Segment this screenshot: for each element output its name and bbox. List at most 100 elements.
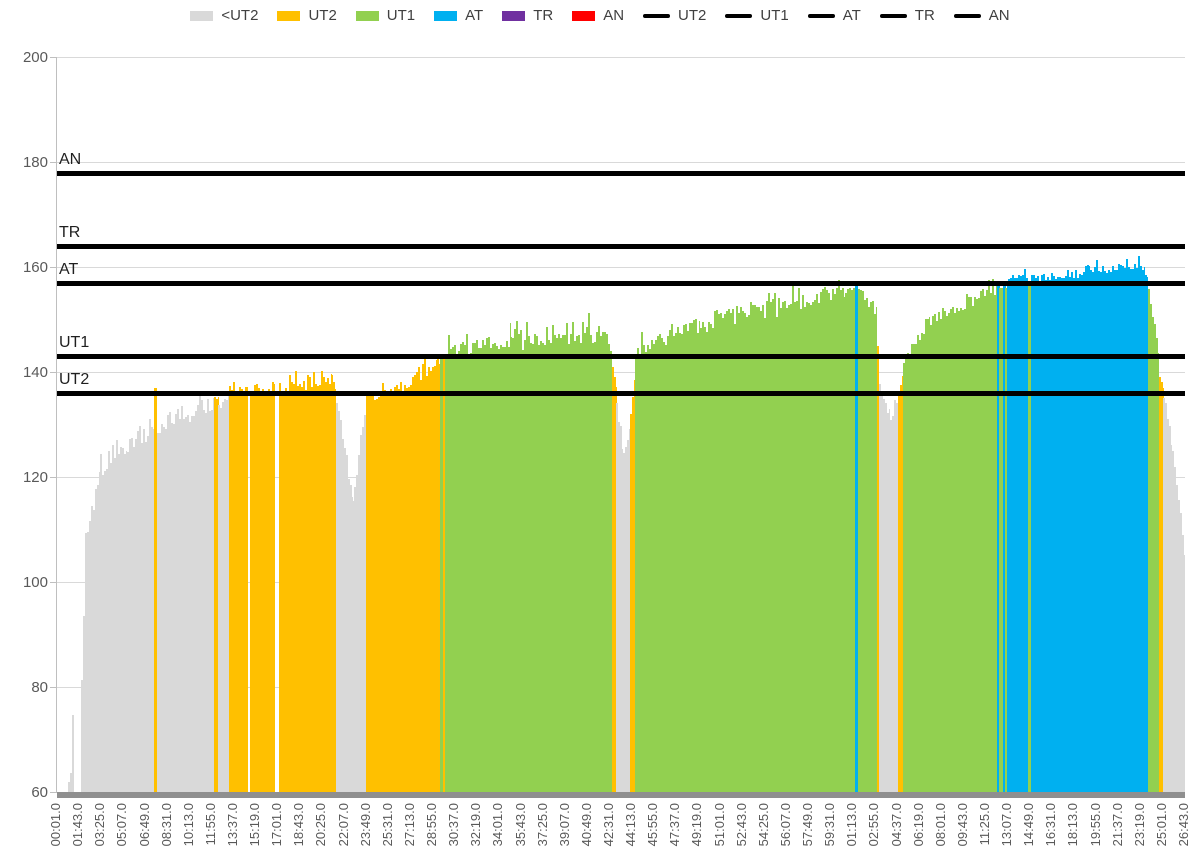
hr-bar bbox=[976, 299, 978, 792]
hr-bar bbox=[1145, 274, 1147, 792]
hr-bar bbox=[816, 294, 818, 792]
hr-bar bbox=[1169, 425, 1171, 792]
hr-bar bbox=[488, 336, 490, 792]
hr-bar bbox=[903, 363, 905, 792]
x-axis-tick-label: 44:13.0 bbox=[623, 803, 639, 847]
x-axis-tick-label: 51:01.0 bbox=[711, 803, 727, 847]
hr-bar bbox=[177, 408, 180, 792]
hr-bar bbox=[558, 334, 560, 792]
legend-item-line-TR: TR bbox=[879, 8, 935, 23]
hr-bar bbox=[550, 342, 552, 792]
hr-bar bbox=[167, 414, 170, 792]
hr-bar bbox=[1069, 277, 1071, 792]
hr-bar bbox=[516, 321, 518, 792]
hr-bar bbox=[526, 321, 528, 792]
hr-bar bbox=[716, 309, 719, 792]
hr-bar bbox=[211, 410, 214, 792]
x-axis-tick-label: 21:37.0 bbox=[1109, 803, 1125, 847]
hr-bar bbox=[364, 415, 366, 792]
hr-bar bbox=[671, 324, 673, 792]
hr-bar bbox=[964, 308, 966, 792]
hr-bar bbox=[106, 469, 108, 792]
hr-bar bbox=[915, 344, 917, 792]
hr-bar bbox=[205, 412, 208, 792]
hr-bar bbox=[830, 299, 832, 792]
hr-bar bbox=[1047, 277, 1049, 792]
hr-bar bbox=[653, 343, 655, 792]
hr-bar bbox=[472, 342, 474, 792]
hr-bar bbox=[340, 420, 342, 792]
hr-bar bbox=[256, 383, 258, 792]
hr-bar bbox=[1053, 275, 1055, 792]
hr-bar bbox=[1089, 266, 1090, 792]
legend-fill-swatch bbox=[355, 10, 379, 21]
x-axis-tick-label: 09:43.0 bbox=[954, 803, 970, 847]
hr-bar bbox=[229, 386, 231, 792]
hr-bar bbox=[1094, 266, 1096, 792]
x-axis-tick-label: 19:55.0 bbox=[1087, 803, 1103, 847]
hr-bar bbox=[675, 332, 677, 792]
hr-bar bbox=[508, 346, 510, 792]
hr-bar bbox=[622, 448, 623, 792]
hr-bar bbox=[754, 305, 757, 792]
hr-bar bbox=[1037, 275, 1039, 792]
hr-bar bbox=[445, 353, 447, 792]
hr-bar bbox=[879, 383, 881, 792]
hr-bar bbox=[574, 341, 576, 792]
hr-bar bbox=[634, 380, 635, 792]
hr-bar bbox=[1041, 274, 1043, 792]
hr-bar bbox=[70, 772, 73, 792]
hr-bar bbox=[847, 289, 849, 792]
hr-bar bbox=[372, 391, 374, 792]
hr-bar bbox=[1073, 278, 1075, 792]
hr-bar bbox=[1020, 275, 1022, 792]
hr-bar bbox=[1163, 398, 1165, 792]
legend-item-line-UT1: UT1 bbox=[725, 8, 789, 23]
hr-bar bbox=[411, 377, 414, 792]
threshold-line-ut2 bbox=[57, 391, 1185, 396]
hr-bar bbox=[1102, 266, 1104, 792]
hr-bar bbox=[712, 328, 715, 792]
hr-bar bbox=[1165, 403, 1167, 792]
hr-bar bbox=[997, 282, 999, 792]
x-axis-tick-label: 01:13.0 bbox=[844, 803, 860, 847]
hr-bar bbox=[702, 321, 705, 792]
hr-bar bbox=[321, 371, 323, 792]
hr-bar bbox=[804, 307, 806, 792]
hr-bar bbox=[247, 387, 248, 792]
hr-bar bbox=[784, 300, 786, 792]
hr-bar bbox=[173, 423, 176, 792]
hr-bar bbox=[222, 402, 225, 792]
hr-bar bbox=[894, 400, 896, 792]
hr-bar bbox=[1039, 280, 1041, 792]
hr-bar bbox=[131, 437, 133, 792]
chart-legend: <UT2 UT2 UT1 AT TR AN UT2 UT1 AT TR AN bbox=[0, 8, 1200, 23]
hr-bar bbox=[824, 286, 826, 792]
hr-bar bbox=[720, 313, 723, 792]
hr-bar bbox=[854, 282, 857, 792]
hr-bar bbox=[665, 345, 667, 792]
hr-bar bbox=[354, 487, 356, 792]
hr-bar bbox=[388, 395, 390, 792]
hr-bar bbox=[500, 345, 502, 792]
hr-bar bbox=[528, 336, 530, 792]
hr-bar bbox=[239, 386, 241, 792]
hr-bar bbox=[623, 453, 625, 792]
hr-bar bbox=[1030, 282, 1031, 792]
hr-bar bbox=[97, 485, 99, 792]
hr-bar bbox=[974, 297, 976, 792]
hr-bar bbox=[145, 441, 147, 792]
hr-bar bbox=[645, 352, 647, 792]
hr-bar bbox=[216, 399, 218, 792]
hr-bar bbox=[600, 336, 602, 792]
hr-bar bbox=[137, 430, 139, 792]
hr-bar bbox=[307, 374, 309, 792]
x-axis-tick-label: 01:43.0 bbox=[70, 803, 86, 847]
hr-bar bbox=[896, 403, 898, 792]
hr-bar bbox=[911, 344, 913, 792]
hr-bar bbox=[818, 303, 820, 792]
hr-bar bbox=[496, 345, 498, 792]
hr-bar bbox=[994, 294, 996, 792]
hr-bar bbox=[213, 397, 215, 792]
hr-bar bbox=[927, 318, 929, 792]
